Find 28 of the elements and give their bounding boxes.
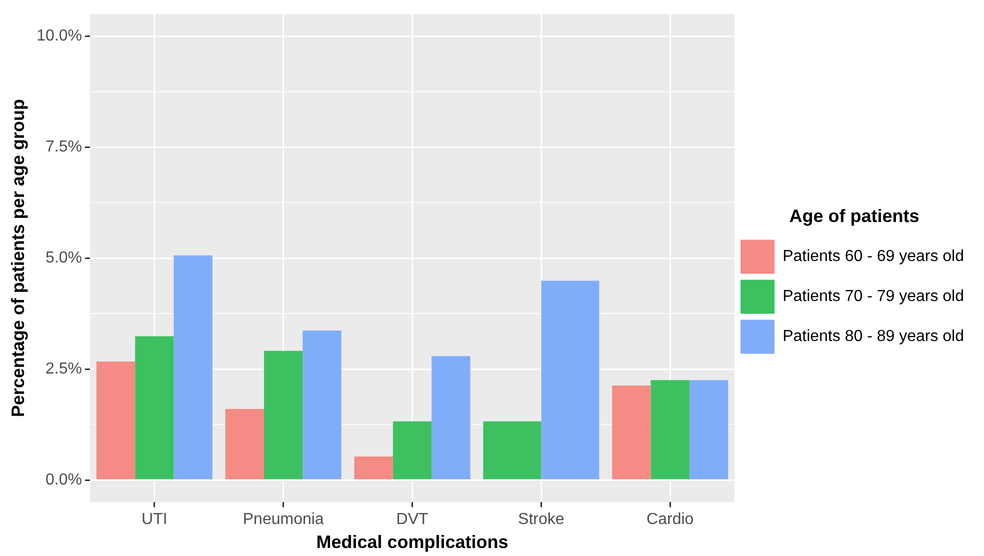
x-tick-label: Cardio bbox=[646, 511, 694, 528]
bar bbox=[96, 362, 136, 480]
x-tick-label: UTI bbox=[142, 511, 168, 528]
bar bbox=[135, 336, 174, 480]
x-tick-label: DVT bbox=[396, 511, 428, 528]
bar bbox=[689, 380, 728, 480]
y-tick-label: 5.0% bbox=[46, 250, 82, 267]
legend-label: Patients 80 - 89 years old bbox=[782, 328, 964, 346]
bar bbox=[650, 380, 690, 480]
y-tick-label: 0.0% bbox=[46, 471, 82, 488]
bar bbox=[432, 356, 470, 480]
bar bbox=[264, 350, 303, 480]
bar bbox=[392, 421, 432, 480]
bar bbox=[302, 330, 342, 480]
legend-title: Age of patients bbox=[789, 206, 920, 226]
x-tick-label: Pneumonia bbox=[242, 511, 324, 528]
bar bbox=[612, 385, 651, 480]
x-tick-label: Stroke bbox=[518, 511, 564, 528]
bar bbox=[354, 456, 393, 480]
legend-label: Patients 60 - 69 years old bbox=[782, 248, 964, 266]
y-tick-label: 2.5% bbox=[46, 360, 82, 378]
y-tick-label: 7.5% bbox=[46, 138, 82, 156]
x-axis-title: Medical complications bbox=[316, 532, 508, 552]
y-tick-label: 10.0% bbox=[36, 28, 82, 45]
legend-label: Patients 70 - 79 years old bbox=[782, 288, 964, 306]
bar bbox=[225, 409, 264, 480]
bar bbox=[174, 255, 212, 480]
y-axis-title: Percentage of patients per age group bbox=[8, 99, 28, 418]
